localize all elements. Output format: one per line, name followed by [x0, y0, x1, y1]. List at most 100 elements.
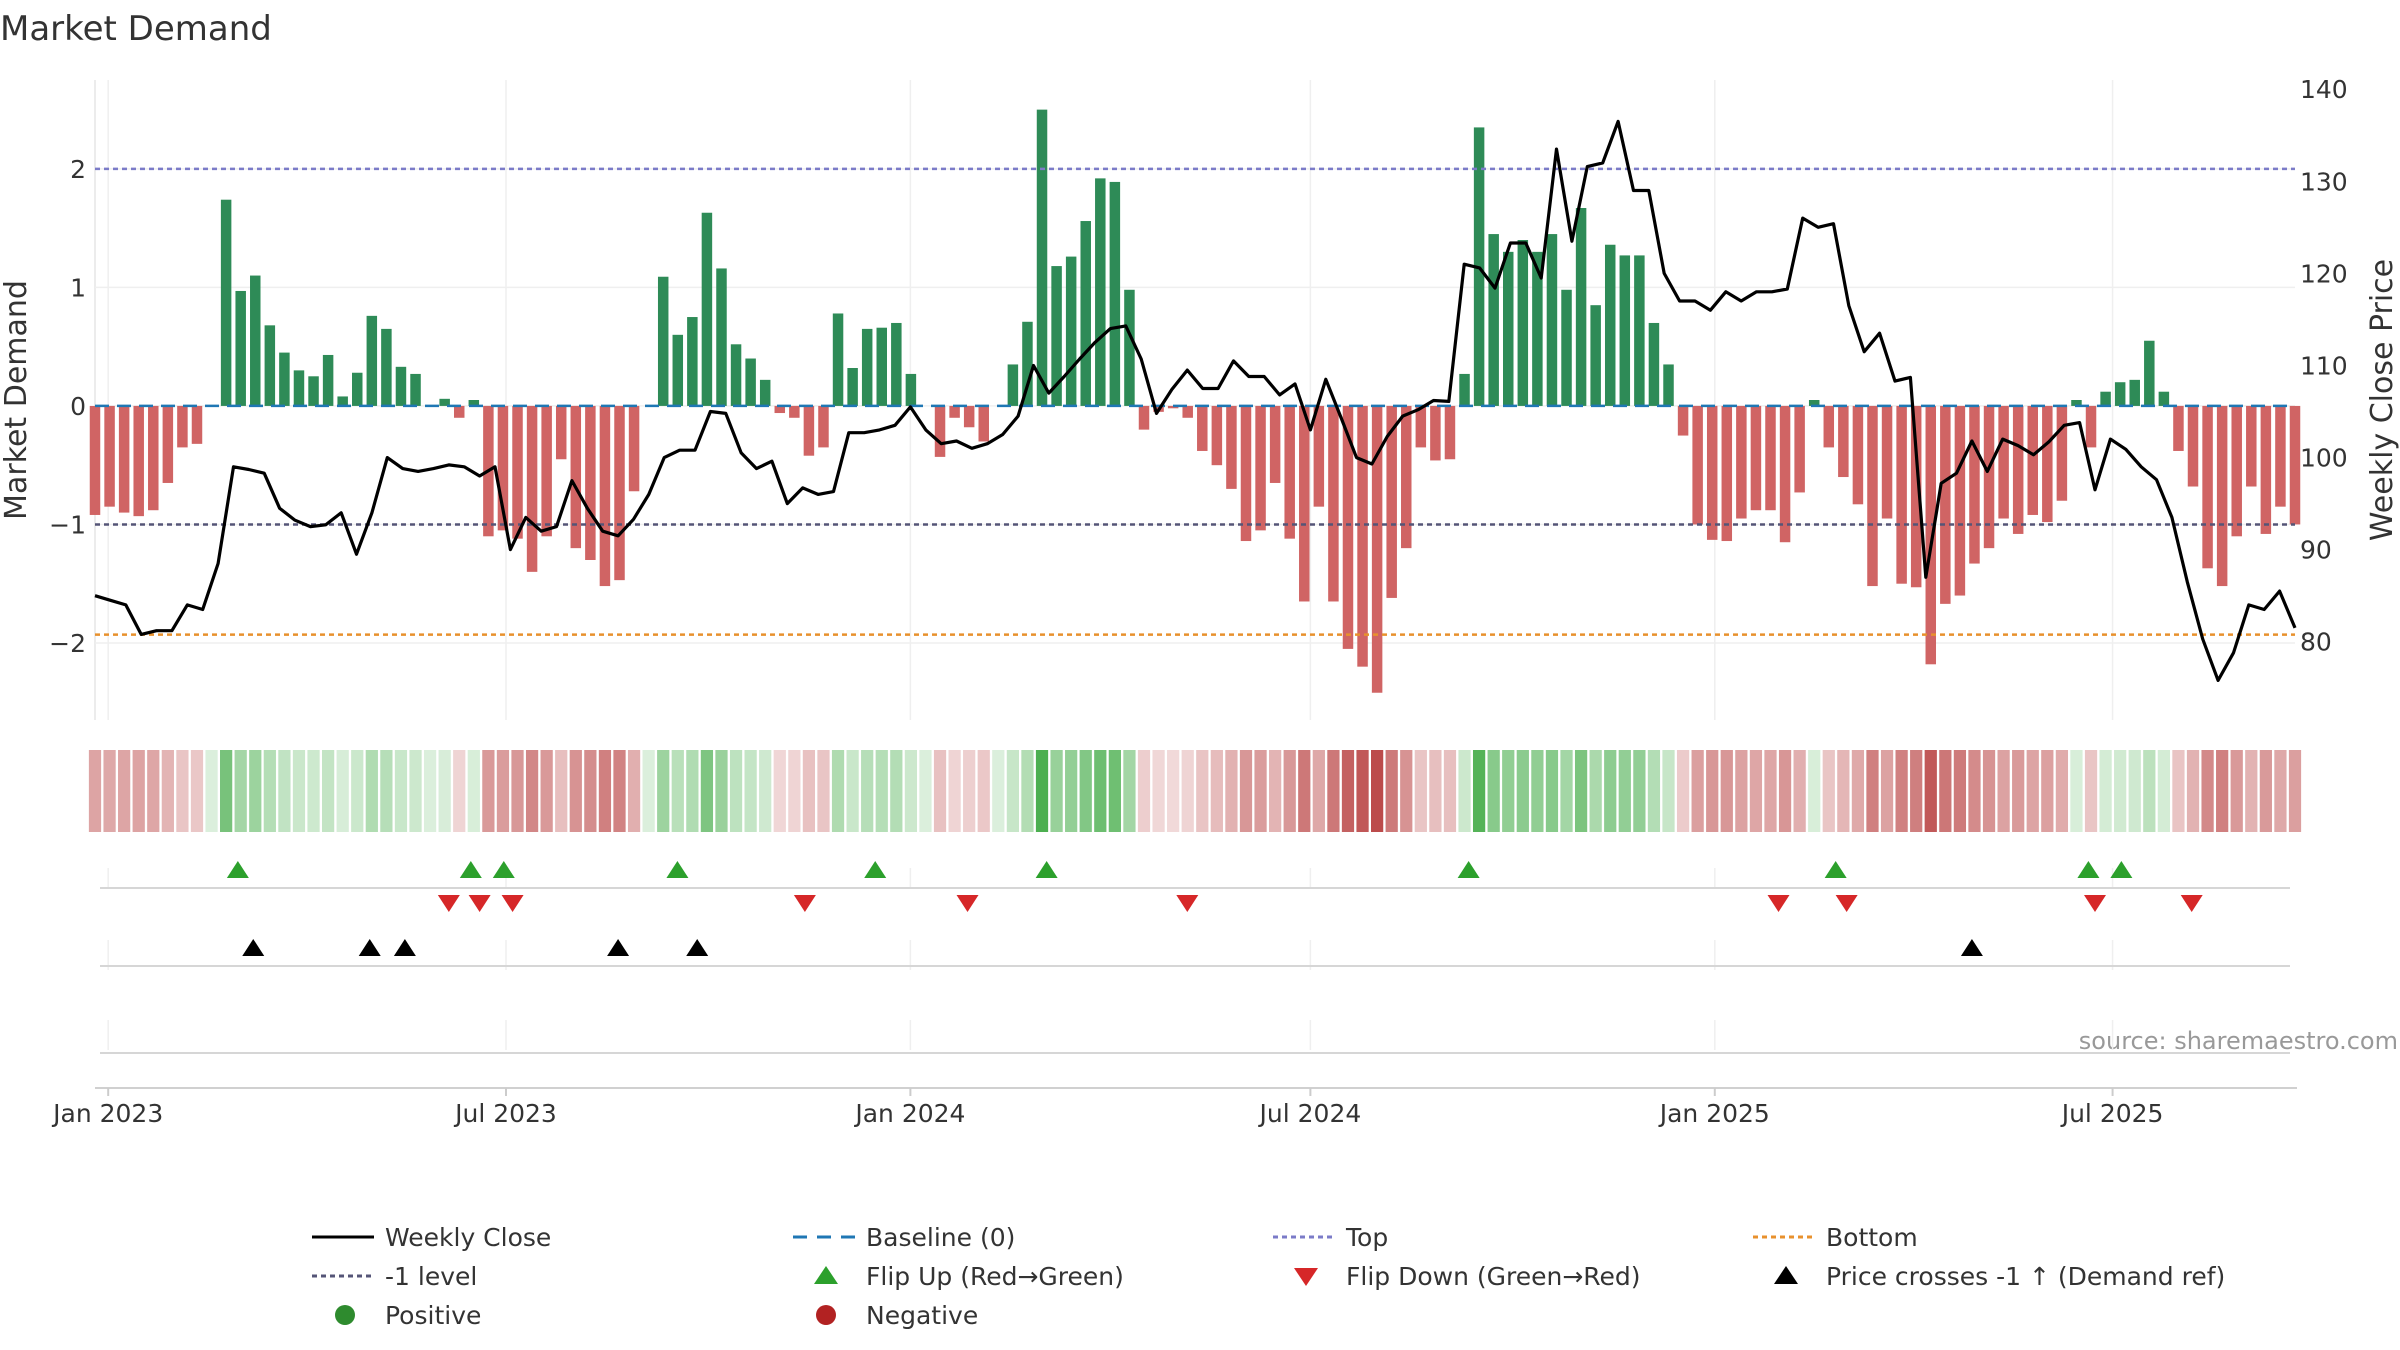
demand-bar	[1051, 266, 1062, 406]
demand-bar	[1007, 364, 1019, 406]
legend: Weekly Close Baseline (0) Top Bottom -1 leve…	[312, 1223, 2225, 1330]
demand-bar	[133, 405, 144, 517]
demand-bar	[541, 405, 552, 537]
heat-cell	[627, 750, 641, 832]
heat-cell	[1123, 750, 1136, 832]
heat-cell	[525, 750, 539, 832]
heat-cell	[802, 750, 816, 832]
demand-bar	[220, 199, 232, 406]
heat-cell	[2099, 750, 2112, 832]
flip-down-marker	[468, 895, 491, 912]
heat-cell	[613, 750, 626, 832]
y-axis-label-left: Market Demand	[0, 280, 34, 520]
demand-bar	[1954, 405, 1966, 596]
heat-cell	[2172, 750, 2185, 832]
flip-up-marker	[2077, 861, 2100, 878]
demand-bar	[1226, 405, 1237, 489]
y-tick-label-right: 110	[2300, 351, 2348, 380]
heat-cell	[2157, 750, 2170, 832]
heat-cell	[1137, 750, 1151, 832]
heat-cell	[1487, 750, 1500, 832]
demand-bar	[322, 354, 334, 406]
heat-cell	[788, 750, 801, 832]
demand-bar	[1109, 181, 1121, 406]
heat-cell	[744, 750, 757, 832]
demand-bar	[599, 405, 611, 587]
y-tick-label-right: 130	[2300, 167, 2348, 196]
heat-cell	[2128, 750, 2141, 832]
heat-cell	[1079, 750, 1092, 832]
flip-up-marker	[864, 861, 887, 878]
legend-swatch-tri-down	[1294, 1268, 1318, 1286]
y-tick-label-right: 140	[2300, 75, 2348, 104]
demand-bar	[789, 405, 800, 418]
demand-bar	[1648, 322, 1660, 406]
demand-bar	[2289, 405, 2301, 525]
heat-cell	[351, 750, 364, 832]
legend-label: -1 level	[385, 1262, 477, 1291]
y-tick-label-left: −2	[49, 629, 86, 658]
heat-cell	[1472, 750, 1486, 832]
heat-cell	[2055, 750, 2069, 832]
legend-label: Weekly Close	[385, 1223, 551, 1252]
heat-cell	[118, 750, 131, 832]
demand-bar	[293, 370, 305, 406]
heat-cell	[1269, 750, 1282, 832]
demand-bar	[1838, 405, 1849, 478]
flip-up-marker	[459, 861, 482, 878]
heat-cell	[249, 750, 262, 832]
demand-bar	[104, 405, 115, 507]
heat-cell	[773, 750, 786, 832]
heat-cell	[147, 750, 160, 832]
heat-cell	[307, 750, 320, 832]
demand-bar	[2246, 405, 2257, 487]
heat-cell	[1822, 750, 1835, 832]
demand-bar	[745, 358, 756, 406]
demand-bar	[1692, 405, 1703, 525]
heat-cell	[1662, 750, 1675, 832]
heat-cell	[234, 750, 247, 832]
heat-cell	[2114, 750, 2127, 832]
demand-bar	[2100, 391, 2111, 406]
heat-cell	[1545, 750, 1559, 832]
demand-bar	[1488, 234, 1499, 406]
heat-cell	[453, 750, 466, 832]
heat-cell	[1953, 750, 1967, 832]
demand-bar	[512, 405, 523, 539]
demand-bar	[1138, 405, 1150, 430]
demand-bar	[2216, 405, 2228, 587]
flip-down-marker	[1176, 895, 1199, 912]
demand-bar	[497, 405, 509, 531]
heat-cell	[1167, 750, 1180, 832]
demand-bar	[177, 405, 188, 448]
x-tick-label: Jan 2023	[51, 1099, 163, 1128]
demand-bar	[1969, 405, 1980, 564]
demand-bar	[934, 405, 946, 457]
demand-bar	[832, 313, 844, 406]
demand-bar	[1517, 240, 1529, 406]
demand-bar	[1998, 405, 2009, 519]
demand-bar	[1328, 405, 1339, 602]
weekly-close-line	[94, 119, 2297, 683]
heat-cell	[1298, 750, 1311, 832]
demand-bar	[1342, 405, 1354, 649]
y-tick-label-right: 80	[2300, 628, 2332, 657]
demand-bar	[1284, 405, 1295, 539]
heat-cell	[1341, 750, 1355, 832]
demand-bar	[2260, 405, 2272, 534]
heat-cell	[2274, 750, 2287, 832]
demand-bar	[1255, 405, 1266, 531]
heat-cell	[1618, 750, 1631, 832]
demand-bar	[1765, 405, 1776, 511]
heat-cell	[2245, 750, 2258, 832]
demand-bar	[701, 212, 713, 406]
demand-bar	[978, 405, 989, 442]
heat-cell	[569, 750, 582, 832]
heat-cell	[1458, 750, 1471, 832]
heat-cell	[1502, 750, 1515, 832]
heat-cell	[336, 750, 349, 832]
flip-down-marker	[1835, 895, 1858, 912]
legend-label: Baseline (0)	[866, 1223, 1015, 1252]
heat-cell	[875, 750, 888, 832]
demand-bar	[1706, 405, 1718, 540]
